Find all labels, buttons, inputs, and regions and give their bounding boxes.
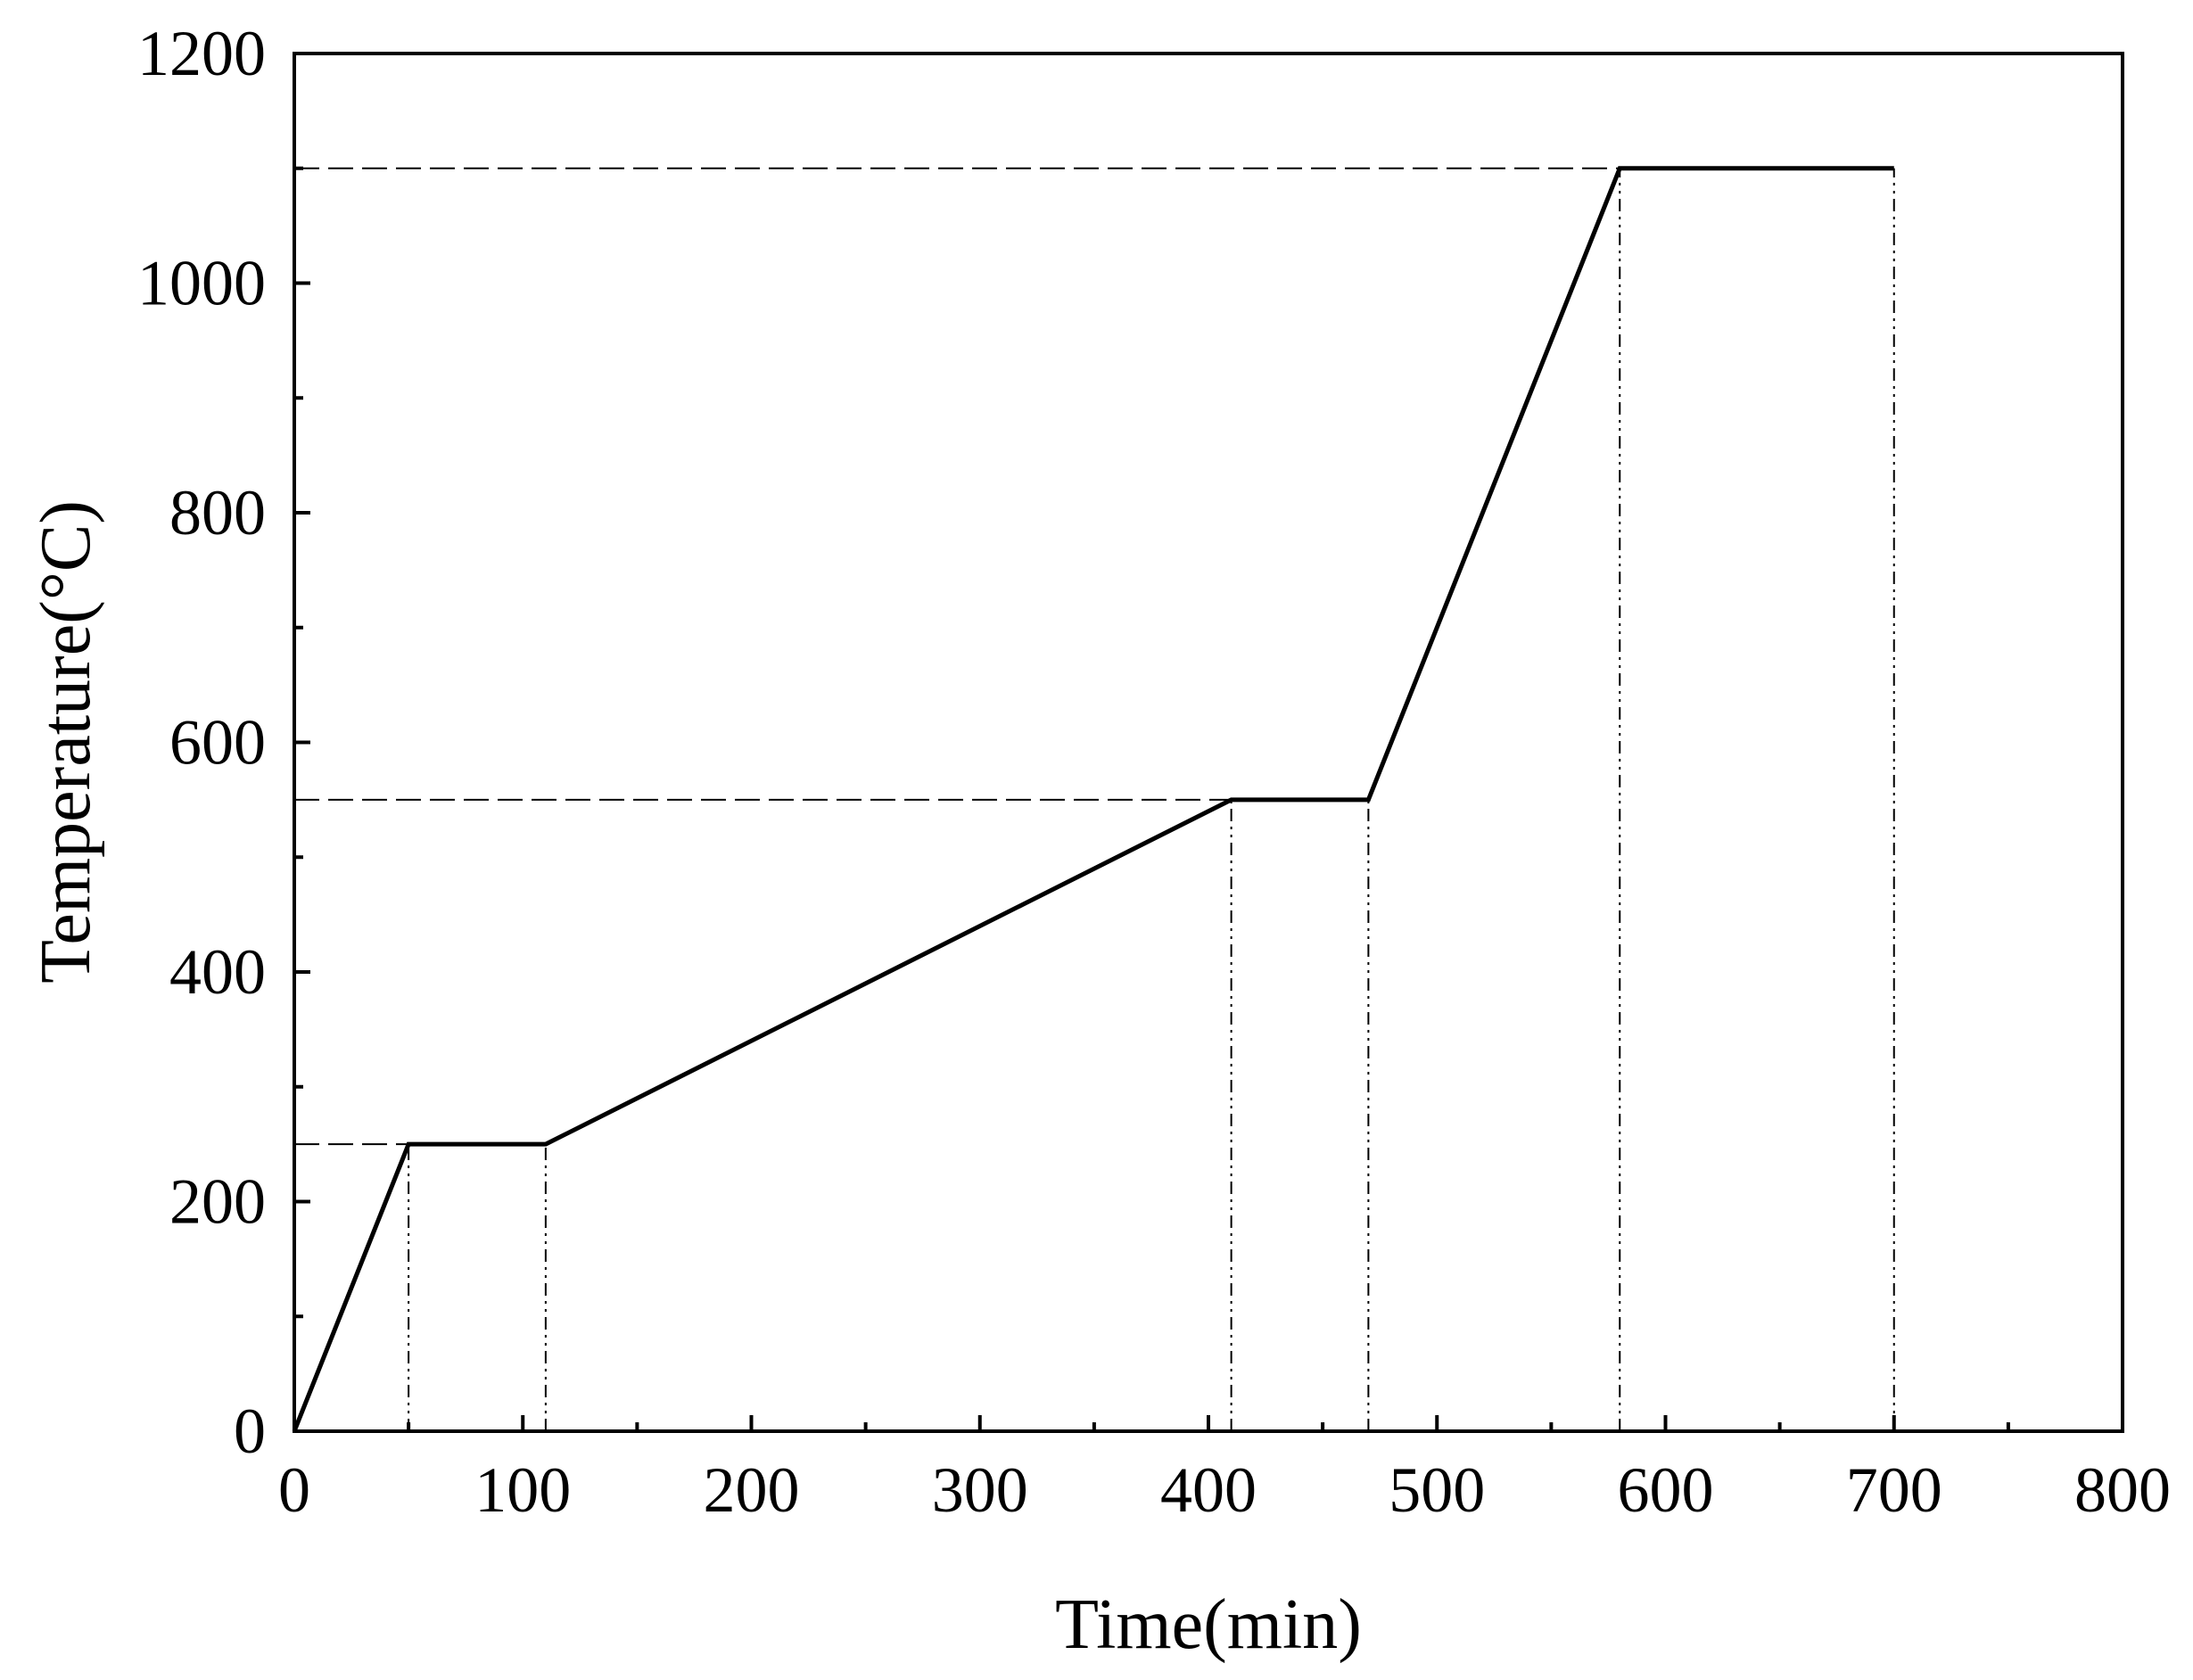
y-tick-label: 0	[234, 1396, 266, 1467]
x-tick-label: 500	[1389, 1454, 1485, 1526]
x-tick-label: 800	[2074, 1454, 2171, 1526]
x-axis-title: Time(min)	[1055, 1585, 1362, 1664]
x-tick-label: 0	[278, 1454, 310, 1526]
y-tick-label: 200	[169, 1166, 266, 1238]
plot-frame	[293, 52, 2124, 1433]
x-tick-label: 700	[1846, 1454, 1942, 1526]
temperature-profile-line	[292, 166, 1894, 1432]
y-tick-label: 1000	[137, 248, 266, 319]
x-tick-label: 400	[1160, 1454, 1257, 1526]
x-tick-label: 200	[704, 1454, 800, 1526]
y-tick-label: 800	[169, 477, 266, 548]
y-tick-label: 600	[169, 707, 266, 778]
x-tick-label: 300	[932, 1454, 1028, 1526]
y-axis: 0 200 400 600 800 1000 1200	[137, 18, 310, 1467]
x-tick-label: 600	[1618, 1454, 1714, 1526]
reference-lines	[294, 167, 1895, 1431]
y-tick-label: 1200	[137, 18, 266, 89]
series-layer	[292, 166, 1894, 1432]
y-tick-label: 400	[169, 936, 266, 1008]
y-axis-title: Temperature(°C)	[27, 500, 105, 984]
x-tick-label: 100	[474, 1454, 571, 1526]
x-axis: 0 100 200 300 400 500 600 700 800	[278, 1415, 2171, 1526]
